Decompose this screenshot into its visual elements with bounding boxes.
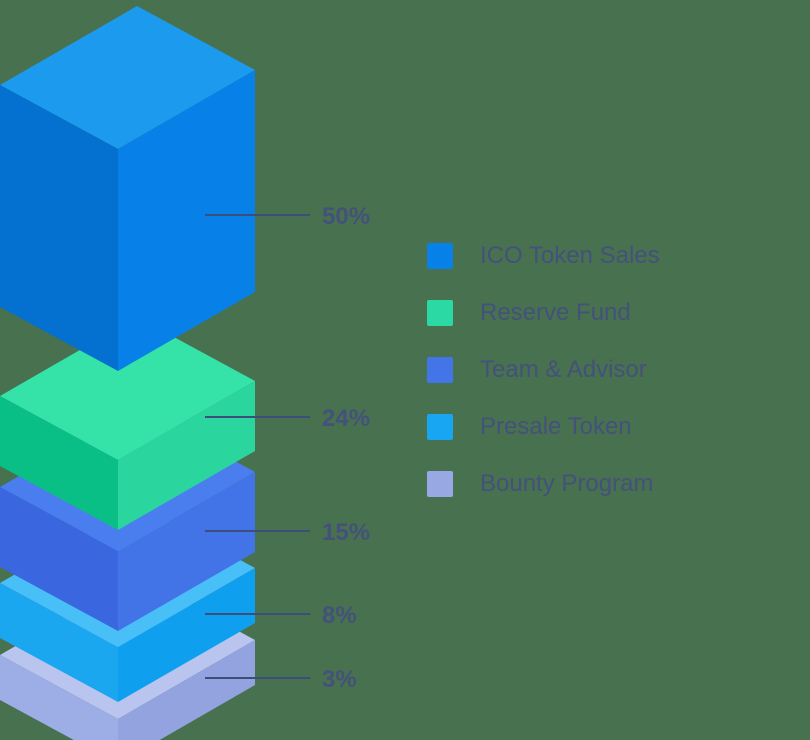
ico-right-face (118, 70, 255, 371)
percent-label-reserve: 24% (322, 405, 370, 432)
bounty-left-face (0, 655, 118, 740)
percent-label-presale: 8% (322, 602, 357, 629)
team-right-face (118, 472, 255, 631)
presale-left-face (0, 583, 118, 702)
percent-label-team: 15% (322, 519, 370, 546)
swatch-color (427, 300, 453, 326)
legend-item-bounty-program: Bounty Program (427, 470, 660, 497)
reserve-left-face (0, 396, 118, 530)
percent-label-ico: 50% (322, 203, 370, 230)
reserve-right-face (118, 381, 255, 530)
swatch-color (427, 414, 453, 440)
team-left-face (0, 487, 118, 631)
swatch-color (427, 243, 453, 269)
legend-item-presale-token: Presale Token (427, 413, 660, 440)
legend-swatch-reserve (427, 300, 453, 326)
legend-item-team-advisor: Team & Advisor (427, 356, 660, 383)
legend-swatch-presale (427, 414, 453, 440)
presale-right-face (118, 568, 255, 702)
percent-label-bounty: 3% (322, 666, 357, 693)
ico-top-face (0, 6, 255, 149)
legend-swatch-bounty (427, 471, 453, 497)
reserve-top-face (0, 317, 255, 460)
legend-label-bounty: Bounty Program (480, 470, 654, 497)
ico-left-face (0, 85, 118, 371)
bounty-right-face (118, 640, 255, 740)
legend-item-ico-token-sales: ICO Token Sales (427, 242, 660, 269)
block-ico-token-sales (0, 6, 255, 371)
swatch-color (427, 357, 453, 383)
legend-label-team: Team & Advisor (480, 356, 647, 383)
legend-label-reserve: Reserve Fund (480, 299, 631, 326)
swatch-color (427, 471, 453, 497)
legend-label-presale: Presale Token (480, 413, 632, 440)
legend-label-ico: ICO Token Sales (480, 242, 660, 269)
legend-swatch-ico (427, 243, 453, 269)
legend-item-reserve-fund: Reserve Fund (427, 299, 660, 326)
block-reserve-fund (0, 317, 255, 530)
legend: ICO Token Sales Reserve Fund Team & Advi… (427, 242, 660, 528)
legend-swatch-team (427, 357, 453, 383)
